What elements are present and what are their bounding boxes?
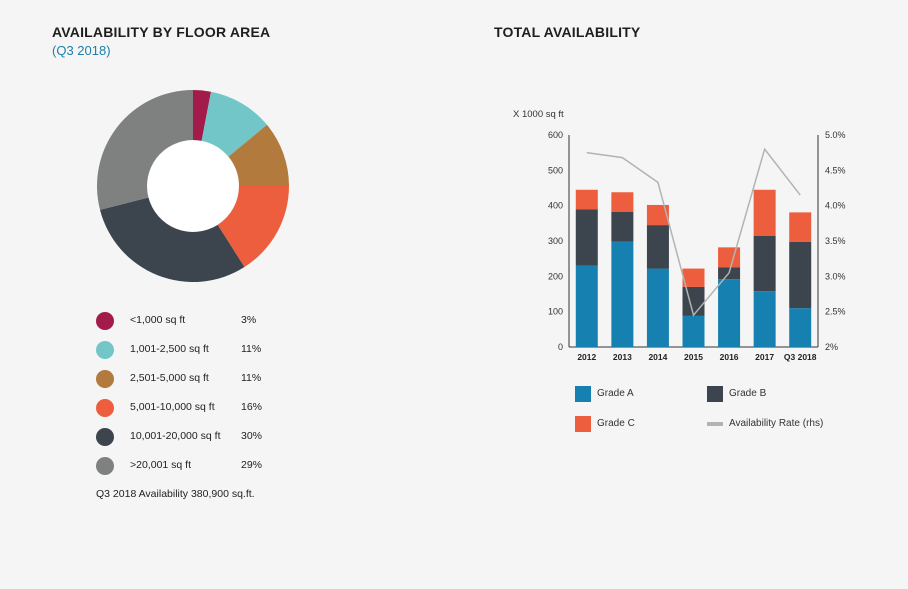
donut-chart-subtitle: (Q3 2018) xyxy=(52,43,111,58)
legend-percent: 11% xyxy=(241,372,262,384)
y-tick-label: 100 xyxy=(548,307,563,317)
availability-note: Q3 2018 Availability 380,900 sq.ft. xyxy=(96,488,255,500)
donut-hole xyxy=(147,140,239,232)
bar-grade-a-2 xyxy=(646,268,669,347)
y2-tick-label: 3.0% xyxy=(825,271,846,281)
bar-grade-a-0 xyxy=(575,265,598,347)
x-tick-label: 2016 xyxy=(720,352,739,362)
legend-percent: 16% xyxy=(241,401,263,413)
legend-percent: 11% xyxy=(241,343,262,355)
legend-label: 1,001-2,500 sq ft xyxy=(130,343,209,355)
y-tick-label: 500 xyxy=(548,165,563,175)
donut-slice-0 xyxy=(193,90,211,141)
stacked-bar-chart: X 1000 sq ft 0 100 200 300 400 500 600 2% 2.5% 3.0… xyxy=(513,109,846,362)
bar-grade-c-2 xyxy=(646,204,669,226)
donut-legend-item-3: 5,001-10,000 sq ft 16% xyxy=(96,399,296,419)
legend-label: Grade B xyxy=(729,388,767,399)
availability-rate-line xyxy=(586,147,801,317)
donut-legend-item-5: >20,001 sq ft 29% xyxy=(96,457,296,477)
y2-tick-label: 3.5% xyxy=(825,236,846,246)
x-tick-label: 2015 xyxy=(684,352,703,362)
y-tick-label: 0 xyxy=(558,342,563,352)
bar-grade-b-5 xyxy=(753,235,776,292)
legend-label: Grade C xyxy=(597,418,635,429)
y2-tick-label: 5.0% xyxy=(825,130,846,140)
legend-swatch xyxy=(96,399,114,417)
bar-grade-c-3 xyxy=(682,268,705,287)
legend-percent: 30% xyxy=(241,430,263,442)
bar-grade-b-2 xyxy=(646,225,669,269)
bar-grade-a-1 xyxy=(611,241,634,347)
donut-slice-2 xyxy=(228,124,289,186)
y2-tick-label: 4.0% xyxy=(825,201,846,211)
x-tick-label: 2013 xyxy=(613,352,632,362)
y-axis-label: X 1000 sq ft xyxy=(513,109,564,120)
bar-grade-a-6 xyxy=(789,308,812,347)
x-tick-label: 2014 xyxy=(648,352,667,362)
donut-slice-1 xyxy=(201,91,267,157)
legend-swatch xyxy=(96,341,114,359)
donut-slice-3 xyxy=(217,186,289,268)
bar-grade-a-4 xyxy=(718,279,741,347)
legend-percent: 29% xyxy=(241,459,263,471)
y-tick-label: 400 xyxy=(548,201,563,211)
legend-swatch xyxy=(707,422,723,426)
legend-swatch xyxy=(96,457,114,475)
total-availability-panel: TOTAL AVAILABILITY X 1000 sq ft 0 100 200 30… xyxy=(450,0,908,589)
y-tick-label: 600 xyxy=(548,130,563,140)
legend-percent: 3% xyxy=(241,314,257,326)
donut-legend-item-1: 1,001-2,500 sq ft 11% xyxy=(96,341,296,361)
legend-label: Availability Rate (rhs) xyxy=(729,418,824,429)
bar-grade-b-1 xyxy=(611,211,634,242)
legend-swatch xyxy=(96,428,114,446)
bar-grade-c-0 xyxy=(575,189,598,210)
bar-grade-c-1 xyxy=(611,192,634,212)
bar-grade-a-3 xyxy=(682,315,705,347)
donut-chart-title: AVAILABILITY BY FLOOR AREA xyxy=(52,24,271,40)
floor-area-panel: AVAILABILITY BY FLOOR AREA (Q3 2018) <1,… xyxy=(0,0,450,589)
donut-slice-5 xyxy=(97,90,193,210)
x-tick-label: Q3 2018 xyxy=(784,352,817,362)
legend-label: >20,001 sq ft xyxy=(130,459,192,471)
legend-swatch xyxy=(575,416,591,432)
bar-grade-c-5 xyxy=(753,189,776,236)
legend-label: 10,001-20,000 sq ft xyxy=(130,430,221,442)
legend-label: 2,501-5,000 sq ft xyxy=(130,372,209,384)
donut-legend-item-0: <1,000 sq ft 3% xyxy=(96,312,296,332)
donut-slice-4 xyxy=(100,197,245,282)
legend-label: 5,001-10,000 sq ft xyxy=(130,401,215,413)
donut-legend-item-4: 10,001-20,000 sq ft 30% xyxy=(96,428,296,448)
legend-label: Grade A xyxy=(597,388,634,399)
y-tick-label: 200 xyxy=(548,271,563,281)
x-tick-label: 2017 xyxy=(755,352,774,362)
bar-grade-b-0 xyxy=(575,209,598,266)
legend-swatch xyxy=(96,370,114,388)
donut-chart xyxy=(97,90,289,282)
legend-label: <1,000 sq ft xyxy=(130,314,186,326)
y2-tick-label: 4.5% xyxy=(825,165,846,175)
x-tick-label: 2012 xyxy=(577,352,596,362)
bar-grade-c-4 xyxy=(718,247,741,268)
bar-grade-b-6 xyxy=(789,241,812,309)
bar-chart-title: TOTAL AVAILABILITY xyxy=(494,24,641,40)
legend-swatch xyxy=(575,386,591,402)
y2-tick-label: 2% xyxy=(825,342,838,352)
legend-swatch xyxy=(707,386,723,402)
bar-grade-c-6 xyxy=(789,212,812,242)
y2-tick-label: 2.5% xyxy=(825,307,846,317)
donut-legend-item-2: 2,501-5,000 sq ft 11% xyxy=(96,370,296,390)
y-tick-label: 300 xyxy=(548,236,563,246)
legend-swatch xyxy=(96,312,114,330)
bar-grade-b-3 xyxy=(682,286,705,316)
bar-grade-a-5 xyxy=(753,291,776,347)
